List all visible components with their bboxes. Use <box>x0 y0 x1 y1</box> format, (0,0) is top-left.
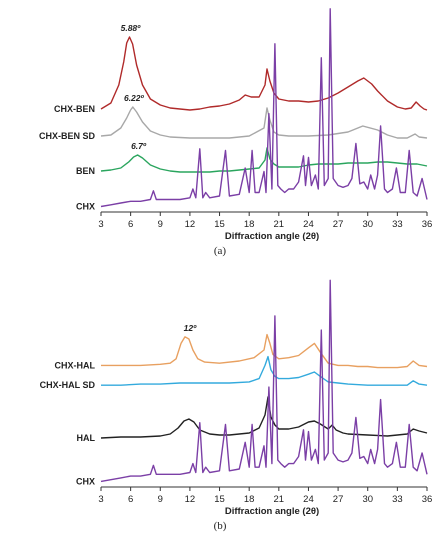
x-tick-label-30: 30 <box>362 494 373 505</box>
x-tick-label-33: 33 <box>392 494 403 505</box>
annotation-5-88: 5.88º <box>121 23 142 33</box>
series-line-chx-hal-sd <box>101 355 428 386</box>
series-line-chx-hal <box>101 333 428 369</box>
series-line-chx-ben <box>100 36 428 111</box>
annotation-12: 12º <box>184 323 197 333</box>
series-line-ben <box>100 147 428 173</box>
series-line-chx <box>100 8 428 208</box>
x-tick-label-9: 9 <box>158 494 163 505</box>
annotation-6-22: 6.22º <box>124 93 145 103</box>
annotation-6-7: 6.7º <box>131 141 147 151</box>
x-tick-label-18: 18 <box>244 494 255 505</box>
x-tick-label-33: 33 <box>392 219 403 230</box>
x-tick-label-27: 27 <box>333 494 344 505</box>
series-line-chx-ben-sd <box>100 106 428 139</box>
x-tick-label-36: 36 <box>422 494 433 505</box>
series-line-chx <box>100 279 428 483</box>
x-tick-label-15: 15 <box>214 494 225 505</box>
series-label-chx-hal: CHX-HAL <box>55 360 96 370</box>
x-tick-label-12: 12 <box>185 219 196 230</box>
x-tick-label-3: 3 <box>98 219 103 230</box>
series-label-chx: CHX <box>76 202 95 212</box>
x-tick-label-30: 30 <box>362 219 373 230</box>
x-axis-label: Diffraction angle (2θ) <box>225 506 319 517</box>
series-label-hal: HAL <box>77 433 96 443</box>
series-label-ben: BEN <box>76 166 95 176</box>
x-tick-label-15: 15 <box>214 219 225 230</box>
x-tick-label-27: 27 <box>333 219 344 230</box>
x-tick-label-24: 24 <box>303 219 314 230</box>
series-label-chx-ben-sd: CHX-BEN SD <box>39 131 96 141</box>
panel-caption: (a) <box>214 245 227 257</box>
x-tick-label-18: 18 <box>244 219 255 230</box>
x-tick-label-21: 21 <box>274 494 285 505</box>
series-label-chx-ben: CHX-BEN <box>54 104 95 114</box>
panel-caption: (b) <box>214 520 227 532</box>
x-tick-label-6: 6 <box>128 494 133 505</box>
x-tick-label-12: 12 <box>185 494 196 505</box>
x-tick-label-9: 9 <box>158 219 163 230</box>
x-axis-label: Diffraction angle (2θ) <box>225 231 319 242</box>
x-tick-label-3: 3 <box>98 494 103 505</box>
series-label-chx: CHX <box>76 476 95 486</box>
x-tick-label-36: 36 <box>422 219 433 230</box>
series-label-chx-hal-sd: CHX-HAL SD <box>40 380 96 390</box>
x-tick-label-6: 6 <box>128 219 133 230</box>
x-tick-label-21: 21 <box>274 219 285 230</box>
x-tick-label-24: 24 <box>303 494 314 505</box>
